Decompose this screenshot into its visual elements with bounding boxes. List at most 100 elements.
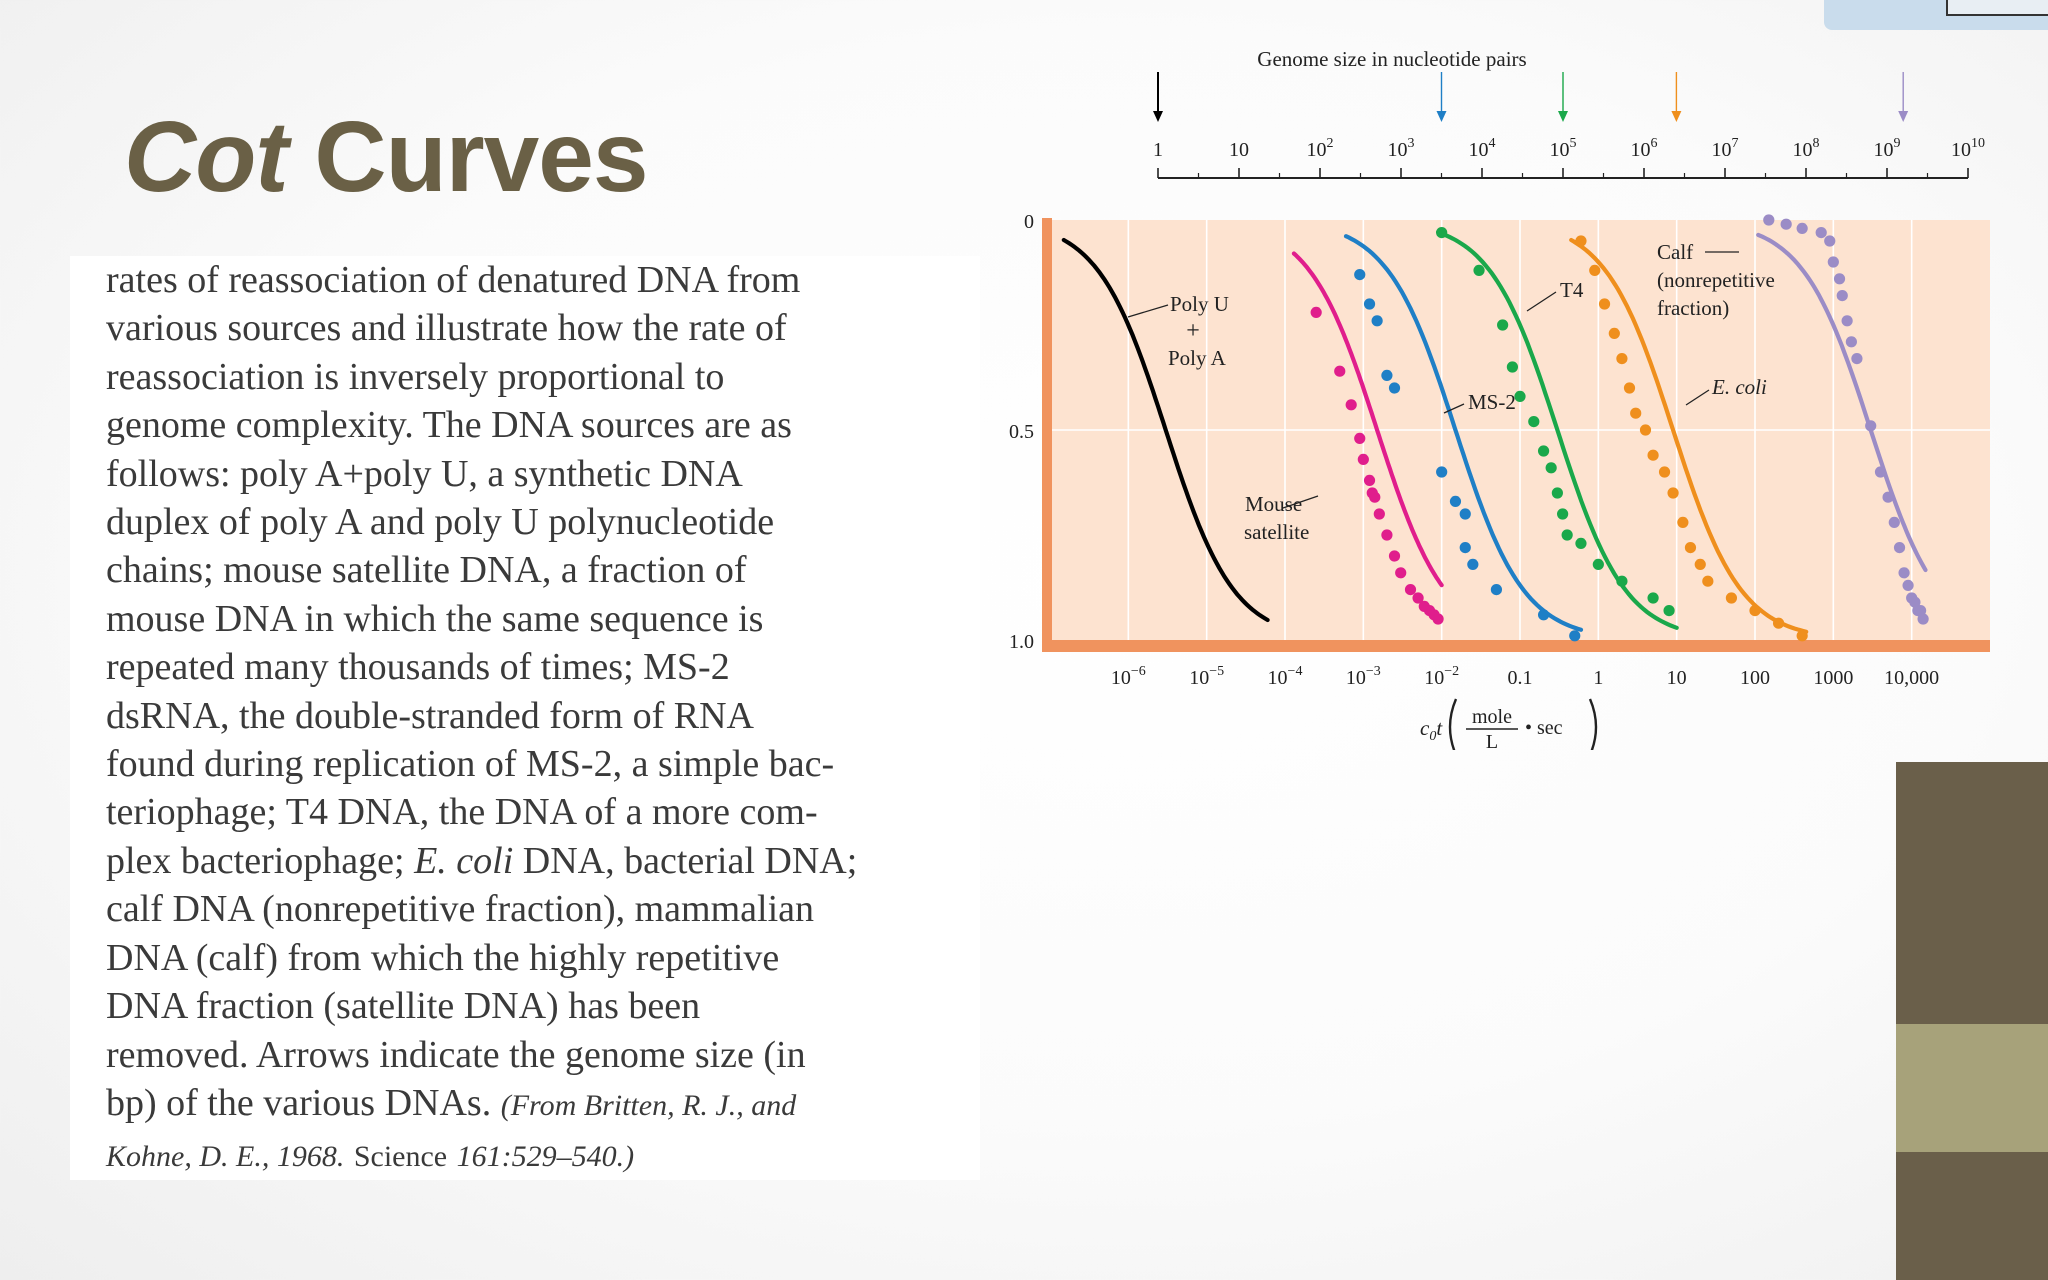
curve-labels: Poly U + Poly A Mouse satellite MS-2 T4 … [1127, 240, 1775, 544]
caption-line: rates of reassociation of denatured DNA … [106, 259, 801, 301]
point-e-coli [1725, 592, 1738, 604]
point-calf-nonrepetitive-fraction [1865, 420, 1877, 432]
slide-title: Cot Curves [124, 101, 648, 213]
curve-mouse-satellite [1291, 251, 1444, 588]
point-calf-nonrepetitive-fraction [1902, 579, 1914, 592]
point-t4 [1514, 390, 1526, 402]
genome-arrowhead-ms2 [1436, 111, 1447, 122]
x-tick-label: 10−2 [1424, 664, 1459, 689]
genome-tick-label: 108 [1793, 136, 1820, 161]
point-calf-nonrepetitive-fraction [1917, 613, 1929, 625]
point-t4 [1551, 487, 1563, 499]
point-ms-2 [1467, 558, 1479, 571]
y-tick-label: 0.5 [1009, 421, 1034, 443]
point-ms-2 [1388, 382, 1401, 394]
point-calf-nonrepetitive-fraction [1780, 218, 1792, 230]
point-t4 [1545, 462, 1557, 474]
x-tick-label: 10,000 [1884, 667, 1939, 689]
figure-caption: rates of reassociation of denatured DNA … [106, 256, 986, 1182]
point-calf-nonrepetitive-fraction [1882, 491, 1894, 503]
point-calf-nonrepetitive-fraction [1914, 605, 1927, 617]
caption-line: mouse DNA in which the same sequence is [106, 597, 764, 640]
point-mouse-satellite [1310, 306, 1322, 318]
point-calf-nonrepetitive-fraction [1874, 466, 1887, 478]
point-e-coli [1684, 542, 1697, 554]
point-e-coli [1608, 327, 1620, 339]
caption-line: plex bacteriophage; E. coli DNA, bacteri… [106, 839, 858, 882]
point-t4 [1616, 575, 1628, 587]
genome-tick-label: 102 [1307, 136, 1334, 161]
cot-curves-chart: Genome size in nucleotide pairs 1 10 102 10… [1009, 47, 1990, 750]
x-tick-label: 1000 [1813, 667, 1853, 689]
point-e-coli [1702, 575, 1714, 587]
point-ms-2 [1436, 466, 1448, 478]
x-tick-label: 10 [1667, 667, 1687, 689]
x-tick-label: 0.1 [1508, 667, 1533, 689]
caption-line: repeated many thousands of times; MS-2 [106, 646, 730, 689]
point-calf-nonrepetitive-fraction [1851, 353, 1863, 365]
point-ms-2 [1490, 584, 1503, 596]
genome-tick-label: 10 [1229, 139, 1249, 161]
y-tick-label: 1.0 [1009, 631, 1034, 653]
curve-t4 [1436, 230, 1679, 630]
point-e-coli [1667, 487, 1679, 499]
point-calf-nonrepetitive-fraction [1841, 315, 1853, 327]
x-tick-label: 10−3 [1346, 664, 1381, 689]
caption-panel: rates of reassociation of denatured DNA … [70, 256, 980, 1180]
point-e-coli [1639, 424, 1652, 436]
caption-line: calf DNA (nonrepetitive fraction), mamma… [106, 888, 815, 931]
point-t4 [1663, 605, 1675, 617]
caption-line: duplex of poly A and poly U polynucleoti… [106, 501, 775, 544]
point-t4 [1557, 508, 1569, 520]
citation: (From Britten, R. J., and [500, 1088, 797, 1122]
point-calf-nonrepetitive-fraction [1815, 227, 1827, 239]
point-mouse-satellite [1404, 584, 1417, 596]
point-t4 [1561, 529, 1573, 541]
label-poly-u: Poly U [1170, 292, 1229, 316]
y-axis-bar [1042, 218, 1052, 640]
point-ms-2 [1381, 369, 1393, 381]
point-e-coli [1772, 617, 1785, 629]
point-t4 [1537, 445, 1550, 457]
point-calf-nonrepetitive-fraction [1827, 256, 1839, 268]
genome-tick-label: 106 [1631, 136, 1658, 161]
point-t4 [1647, 592, 1659, 604]
x-axis-unit-denominator: L [1486, 731, 1498, 750]
point-mouse-satellite [1388, 550, 1401, 562]
x-axis-label: c0t [1420, 716, 1443, 744]
point-mouse-satellite [1381, 529, 1393, 541]
label-poly-plus: + [1186, 318, 1200, 344]
point-ms-2 [1459, 508, 1471, 520]
label-ms2: MS-2 [1468, 390, 1516, 414]
point-e-coli [1598, 298, 1611, 310]
point-e-coli [1623, 382, 1636, 394]
curve-poly-u-poly-a [1061, 237, 1270, 623]
x-tick-label: 1 [1593, 667, 1603, 689]
point-mouse-satellite [1357, 453, 1369, 465]
x-tick-label: 10−4 [1268, 664, 1303, 689]
genome-tick-label: 107 [1712, 136, 1739, 161]
genome-tick-label: 104 [1469, 136, 1496, 161]
point-e-coli [1694, 558, 1706, 571]
point-e-coli [1749, 605, 1761, 617]
caption-line: dsRNA, the double-stranded form of RNA [106, 694, 755, 737]
genome-arrowhead-e-coli [1671, 111, 1682, 122]
point-ms-2 [1459, 542, 1471, 554]
label-leader-lines [1127, 251, 1739, 509]
point-t4 [1497, 319, 1509, 331]
point-calf-nonrepetitive-fraction [1763, 214, 1775, 226]
point-calf-nonrepetitive-fraction [1833, 273, 1846, 285]
x-axis-paren-left [1448, 698, 1458, 750]
point-ms-2 [1569, 630, 1581, 642]
label-t4: T4 [1560, 278, 1584, 302]
point-e-coli [1658, 466, 1671, 478]
x-tick-label: 100 [1740, 667, 1770, 689]
point-calf-nonrepetitive-fraction [1836, 290, 1848, 302]
decor-bar-middle [1896, 1024, 2048, 1152]
decor-bar-top [1896, 762, 2048, 1024]
caption-line: found during replication of MS-2, a simp… [106, 743, 835, 786]
label-calf-fraction: fraction) [1657, 296, 1729, 320]
caption-line: DNA fraction (satellite DNA) has been [106, 985, 701, 1028]
point-e-coli [1575, 235, 1587, 247]
decor-bar-bottom [1896, 1152, 2048, 1280]
